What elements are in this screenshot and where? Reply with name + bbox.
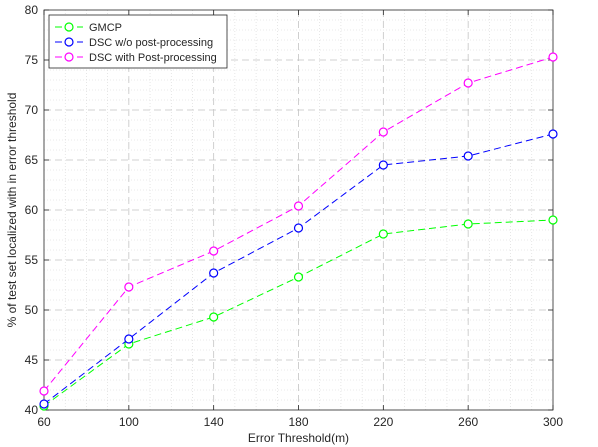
data-point (463, 219, 473, 229)
x-tick-label: 100 (119, 415, 139, 429)
series-layer (39, 52, 558, 411)
data-point (124, 282, 134, 292)
legend-label: DSC with Post-processing (89, 52, 217, 64)
data-point (209, 268, 219, 278)
y-tick-label: 60 (25, 203, 39, 217)
legend-label: DSC w/o post-processing (89, 37, 213, 49)
data-point (463, 78, 473, 88)
y-tick-label: 45 (25, 353, 39, 367)
legend: GMCP DSC w/o post-processing DSC with Post… (48, 14, 228, 69)
legend-marker (64, 52, 74, 62)
x-tick-label: 220 (373, 415, 393, 429)
legend-item: GMCP (55, 22, 122, 34)
data-point (378, 160, 388, 170)
data-point (293, 201, 304, 211)
legend-label: GMCP (89, 22, 122, 34)
series-2 (39, 129, 558, 409)
x-tick-label: 180 (288, 415, 308, 429)
data-point (39, 399, 49, 409)
legend-item: DSC with Post-processing (55, 52, 217, 64)
y-tick-label: 55 (25, 253, 39, 267)
y-axis-label: % of test set localized with in error th… (5, 93, 19, 328)
y-tick-label: 65 (25, 153, 39, 167)
data-point (209, 312, 219, 322)
data-point (548, 129, 558, 139)
axis-ticks: 40 45 50 55 60 65 70 75 80 60 100 140 180 220 260 300 (25, 3, 564, 429)
legend-item: DSC w/o post-processing (55, 37, 213, 49)
data-point (463, 151, 473, 161)
y-tick-label: 40 (25, 403, 39, 417)
data-point (548, 52, 558, 62)
x-tick-label: 140 (204, 415, 224, 429)
series-1 (39, 215, 558, 411)
y-tick-label: 75 (25, 53, 39, 67)
series-3 (39, 52, 558, 396)
y-tick-label: 70 (25, 103, 39, 117)
x-axis-label: Error Threshold(m) (248, 431, 349, 445)
data-point (548, 215, 558, 225)
data-point (378, 229, 388, 239)
data-point (39, 386, 49, 396)
legend-marker (64, 37, 74, 47)
y-tick-label: 50 (25, 303, 39, 317)
y-tick-label: 80 (25, 3, 39, 17)
data-point (209, 246, 219, 256)
data-point (124, 334, 134, 344)
data-point (378, 127, 388, 137)
x-tick-label: 260 (458, 415, 478, 429)
x-tick-label: 60 (37, 415, 51, 429)
legend-marker (64, 22, 74, 32)
data-point (293, 272, 304, 282)
x-tick-label: 300 (543, 415, 563, 429)
data-point (293, 223, 304, 233)
